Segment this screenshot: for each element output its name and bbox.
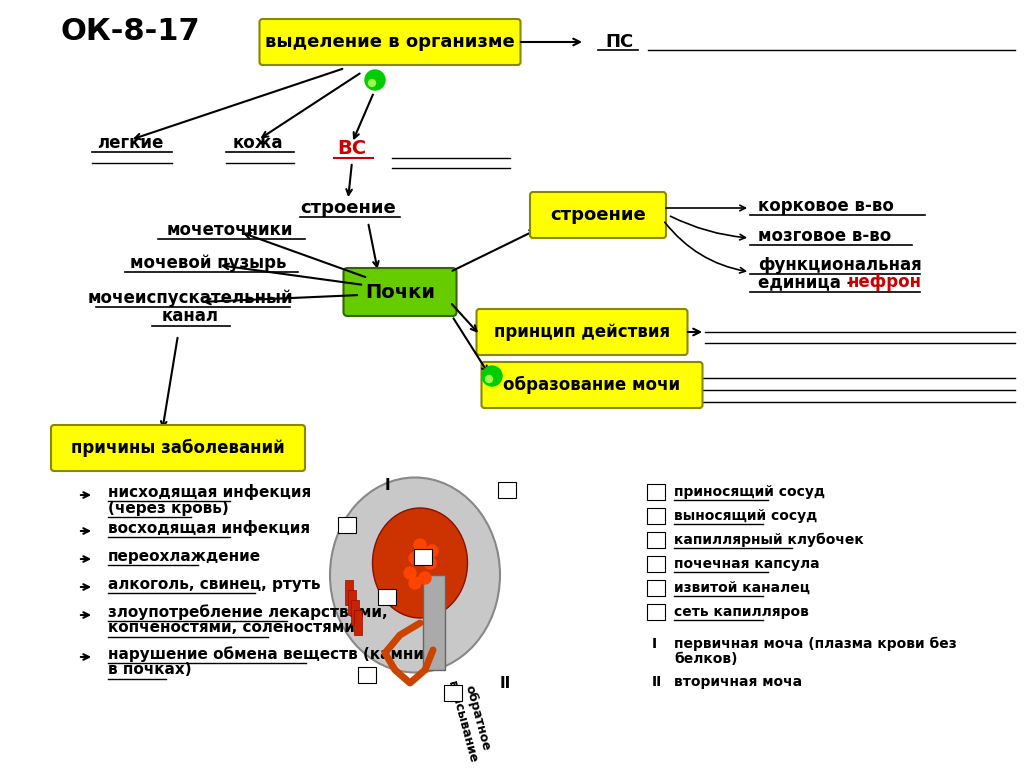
Text: образование мочи: образование мочи [503, 376, 680, 394]
FancyBboxPatch shape [414, 549, 432, 565]
FancyBboxPatch shape [443, 685, 462, 701]
Text: почечная капсула: почечная капсула [674, 557, 820, 571]
Text: в почках): в почках) [108, 662, 191, 678]
Text: первичная моча (плазма крови без: первичная моча (плазма крови без [674, 637, 957, 651]
Text: мозговое в-во: мозговое в-во [758, 227, 891, 245]
Circle shape [424, 557, 436, 569]
Text: 6: 6 [652, 607, 660, 617]
FancyBboxPatch shape [378, 589, 396, 605]
FancyBboxPatch shape [647, 556, 665, 572]
Text: копченостями, соленостями: копченостями, соленостями [108, 621, 355, 635]
Text: 5: 5 [503, 485, 510, 495]
Text: обратное
всасывание: обратное всасывание [446, 676, 494, 765]
Text: 2: 2 [343, 520, 351, 530]
Circle shape [419, 572, 431, 584]
Text: вторичная моча: вторичная моча [674, 675, 803, 689]
Circle shape [404, 567, 416, 579]
Text: 3: 3 [652, 535, 660, 545]
Text: ПС: ПС [605, 33, 633, 51]
FancyBboxPatch shape [344, 268, 457, 316]
Circle shape [482, 366, 502, 386]
Text: корковое в-во: корковое в-во [758, 197, 894, 215]
Text: 1: 1 [652, 487, 660, 497]
Text: ОК-8-17: ОК-8-17 [60, 18, 200, 46]
Text: 6: 6 [449, 688, 457, 698]
Text: мочеточники: мочеточники [167, 221, 293, 239]
FancyBboxPatch shape [345, 580, 353, 605]
FancyBboxPatch shape [51, 425, 305, 471]
Circle shape [486, 376, 493, 383]
Text: II: II [652, 675, 663, 689]
Text: белков): белков) [674, 652, 738, 666]
Text: Почки: Почки [365, 283, 435, 302]
Circle shape [426, 545, 438, 557]
FancyBboxPatch shape [530, 192, 666, 238]
Text: сеть капилляров: сеть капилляров [674, 605, 809, 619]
FancyBboxPatch shape [647, 604, 665, 620]
FancyBboxPatch shape [482, 362, 703, 408]
FancyBboxPatch shape [476, 309, 687, 355]
Circle shape [414, 539, 426, 551]
Circle shape [365, 70, 385, 90]
Text: 5: 5 [652, 583, 660, 593]
Ellipse shape [330, 477, 500, 672]
Text: кожа: кожа [233, 134, 283, 152]
FancyBboxPatch shape [351, 600, 359, 625]
Text: мочевой пузырь: мочевой пузырь [130, 254, 286, 272]
Text: 3: 3 [419, 552, 427, 562]
FancyBboxPatch shape [348, 590, 356, 615]
FancyBboxPatch shape [647, 580, 665, 596]
Text: выделение в организме: выделение в организме [265, 33, 514, 51]
Text: нисходящая инфекция: нисходящая инфекция [108, 484, 311, 500]
Text: мочеиспускательный: мочеиспускательный [87, 289, 293, 307]
Text: приносящий сосуд: приносящий сосуд [674, 485, 825, 499]
Text: переохлаждение: переохлаждение [108, 548, 261, 564]
Text: единица -: единица - [758, 273, 859, 291]
FancyBboxPatch shape [358, 667, 376, 683]
Text: функциональная: функциональная [758, 256, 922, 274]
Text: принцип действия: принцип действия [494, 323, 670, 341]
Text: I: I [652, 637, 658, 651]
FancyBboxPatch shape [354, 610, 362, 635]
Text: причины заболеваний: причины заболеваний [71, 439, 285, 457]
FancyBboxPatch shape [259, 19, 521, 65]
Text: выносящий сосуд: выносящий сосуд [674, 509, 817, 523]
Text: извитой каналец: извитой каналец [674, 581, 810, 595]
FancyBboxPatch shape [647, 484, 665, 500]
Text: (через кровь): (через кровь) [108, 500, 228, 515]
Text: нарушение обмена веществ (камни: нарушение обмена веществ (камни [108, 646, 424, 662]
Text: восходящая инфекция: восходящая инфекция [108, 520, 310, 536]
Text: 2: 2 [652, 511, 660, 521]
Text: канал: канал [162, 307, 218, 325]
FancyBboxPatch shape [498, 482, 516, 498]
Text: I: I [384, 477, 390, 493]
Circle shape [368, 79, 376, 86]
Text: 4: 4 [383, 592, 391, 602]
Ellipse shape [372, 508, 467, 618]
Circle shape [409, 552, 421, 564]
FancyBboxPatch shape [647, 508, 665, 524]
Text: 1: 1 [363, 670, 370, 680]
Text: злоупотребление лекарствами,: злоупотребление лекарствами, [108, 604, 388, 620]
Text: алкоголь, свинец, ртуть: алкоголь, свинец, ртуть [108, 577, 320, 591]
Text: II: II [499, 675, 510, 691]
Text: капиллярный клубочек: капиллярный клубочек [674, 533, 863, 547]
Text: 4: 4 [652, 559, 660, 569]
Text: легкие: легкие [97, 134, 164, 152]
Circle shape [409, 577, 421, 589]
Text: строение: строение [551, 206, 646, 224]
Text: ВС: ВС [338, 139, 366, 158]
Text: строение: строение [300, 199, 396, 217]
FancyBboxPatch shape [423, 575, 445, 670]
FancyBboxPatch shape [338, 517, 356, 533]
Text: нефрон: нефрон [848, 273, 922, 291]
FancyBboxPatch shape [647, 532, 665, 548]
